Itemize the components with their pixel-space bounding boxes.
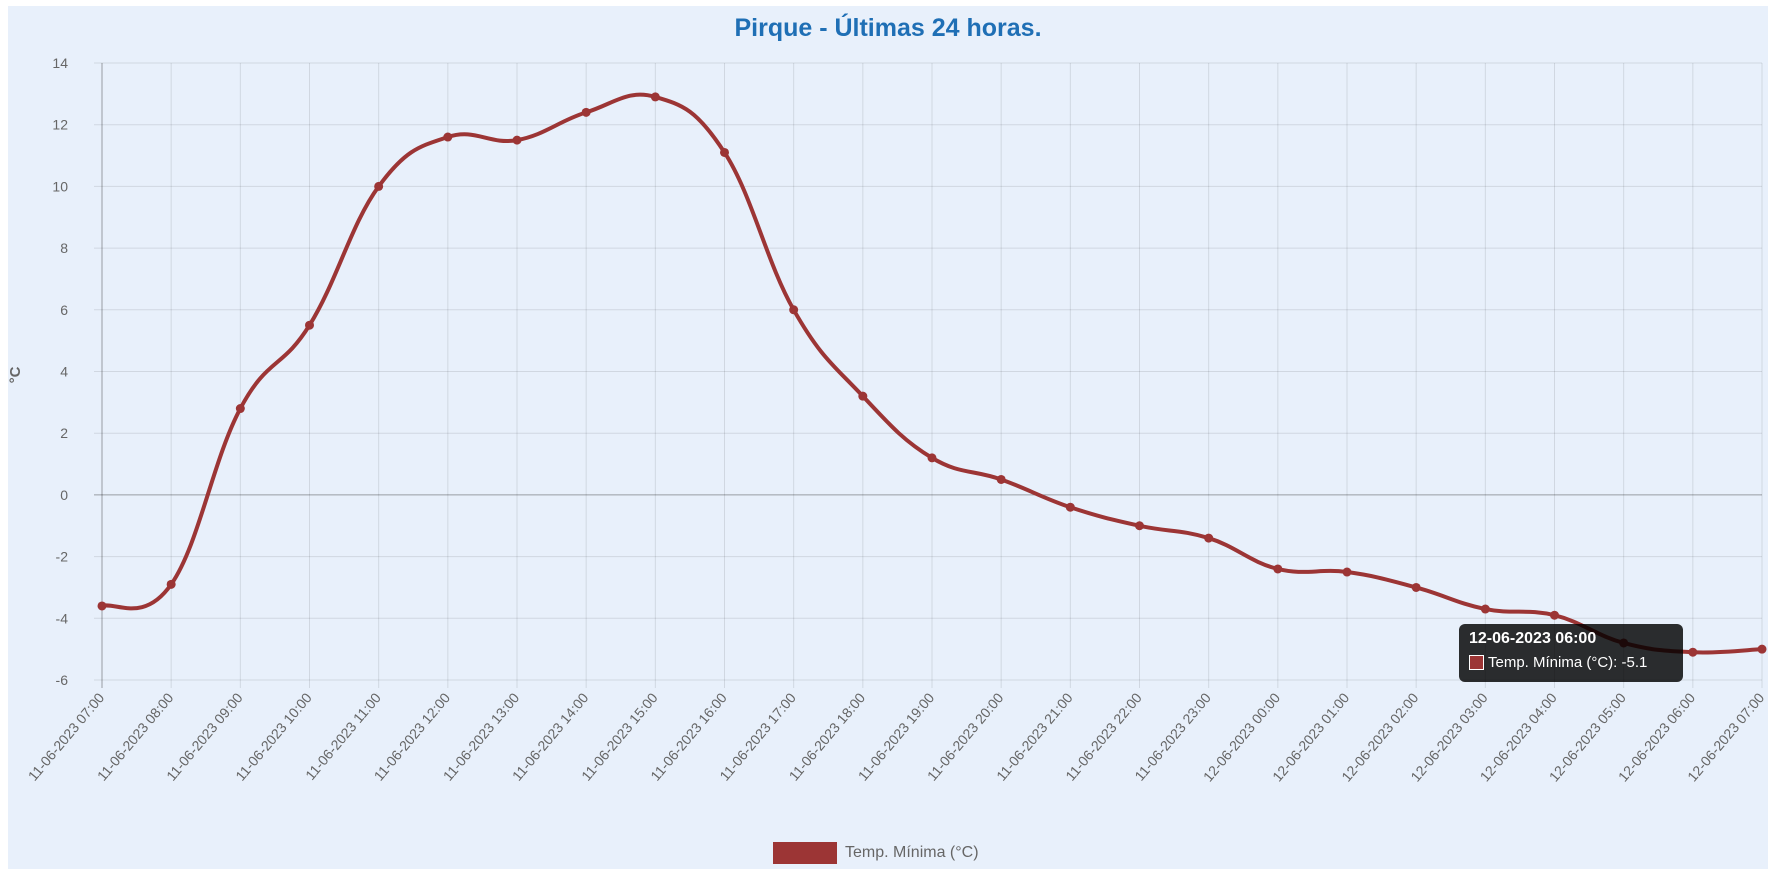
data-point[interactable] xyxy=(650,92,660,102)
data-point[interactable] xyxy=(97,601,107,611)
y-tick-label: -2 xyxy=(56,549,69,565)
x-tick-label: 12-06-2023 04:00 xyxy=(1476,689,1559,784)
x-tick-label: 11-06-2023 15:00 xyxy=(578,689,661,783)
x-tick-label: 12-06-2023 02:00 xyxy=(1338,689,1421,784)
y-tick-label: 0 xyxy=(60,487,68,503)
data-point[interactable] xyxy=(996,474,1006,484)
x-tick-label: 11-06-2023 13:00 xyxy=(440,689,523,783)
y-tick-label: 6 xyxy=(60,302,68,318)
data-point[interactable] xyxy=(374,181,384,191)
y-tick-label: 12 xyxy=(52,117,68,133)
x-tick-label: 11-06-2023 18:00 xyxy=(785,689,868,783)
data-point[interactable] xyxy=(789,305,799,315)
data-point[interactable] xyxy=(235,404,245,414)
x-tick-label: 12-06-2023 06:00 xyxy=(1615,689,1698,784)
grid xyxy=(94,62,1763,688)
y-tick-label: 14 xyxy=(52,55,68,71)
x-tick-label: 11-06-2023 19:00 xyxy=(855,689,938,783)
y-tick-label: -4 xyxy=(56,610,69,626)
data-point[interactable] xyxy=(720,147,729,157)
legend-swatch xyxy=(773,842,837,864)
x-tick-label: 11-06-2023 07:00 xyxy=(25,689,108,783)
tooltip-text: Temp. Mínima (°C): -5.1 xyxy=(1488,654,1648,671)
data-point[interactable] xyxy=(443,132,453,142)
x-tick-label: 12-06-2023 01:00 xyxy=(1269,689,1352,784)
data-point[interactable] xyxy=(927,453,937,463)
y-tick-label: 4 xyxy=(60,364,68,380)
x-tick-label: 12-06-2023 03:00 xyxy=(1407,689,1490,784)
data-point[interactable] xyxy=(305,320,314,330)
tooltip-title: 12-06-2023 06:00 xyxy=(1469,630,1597,647)
data-point[interactable] xyxy=(1550,610,1559,620)
y-axis-title: °C xyxy=(7,366,24,383)
y-axis-ticks: 14 12 10 8 6 4 2 0 -2 -4 -6 xyxy=(52,55,68,688)
x-tick-label: 11-06-2023 10:00 xyxy=(232,689,315,783)
data-point[interactable] xyxy=(858,391,868,401)
data-point[interactable] xyxy=(166,579,176,589)
data-points xyxy=(97,92,1767,657)
x-tick-label: 11-06-2023 22:00 xyxy=(1062,689,1145,783)
x-tick-label: 11-06-2023 16:00 xyxy=(647,689,730,783)
tooltip-swatch xyxy=(1469,655,1484,670)
data-point[interactable] xyxy=(1342,567,1352,577)
chart-title: Pirque - Últimas 24 horas. xyxy=(734,14,1042,42)
x-tick-label: 12-06-2023 00:00 xyxy=(1200,689,1283,784)
data-point[interactable] xyxy=(1204,533,1214,543)
x-tick-label: 11-06-2023 09:00 xyxy=(163,689,246,783)
y-tick-label: 2 xyxy=(60,425,68,441)
chart-tooltip: 12-06-2023 06:00 Temp. Mínima (°C): -5.1 xyxy=(1459,624,1683,682)
x-tick-label: 11-06-2023 11:00 xyxy=(302,689,384,783)
data-point[interactable] xyxy=(1135,521,1144,531)
data-point[interactable] xyxy=(1688,647,1698,657)
data-point[interactable] xyxy=(1411,582,1421,592)
x-tick-label: 12-06-2023 05:00 xyxy=(1546,689,1629,784)
x-tick-label: 11-06-2023 23:00 xyxy=(1131,689,1214,783)
legend-label: Temp. Mínima (°C) xyxy=(845,844,979,861)
x-tick-label: 11-06-2023 21:00 xyxy=(993,689,1076,783)
x-tick-label: 11-06-2023 17:00 xyxy=(716,689,799,783)
x-tick-label: 11-06-2023 08:00 xyxy=(94,689,177,783)
data-point[interactable] xyxy=(512,135,522,145)
y-tick-label: -6 xyxy=(56,672,69,688)
x-tick-label: 11-06-2023 14:00 xyxy=(509,689,592,783)
x-tick-label: 11-06-2023 20:00 xyxy=(924,689,1007,783)
data-point[interactable] xyxy=(1757,644,1767,654)
data-point[interactable] xyxy=(1480,604,1490,614)
x-tick-label: 11-06-2023 12:00 xyxy=(370,689,453,783)
data-point[interactable] xyxy=(1065,502,1075,512)
x-tick-label: 12-06-2023 07:00 xyxy=(1684,689,1767,784)
legend[interactable]: Temp. Mínima (°C) xyxy=(773,842,979,864)
y-tick-label: 10 xyxy=(52,178,68,194)
chart-panel xyxy=(8,6,1768,869)
data-point[interactable] xyxy=(1273,564,1283,574)
y-tick-label: 8 xyxy=(60,240,68,256)
data-point[interactable] xyxy=(581,107,591,117)
